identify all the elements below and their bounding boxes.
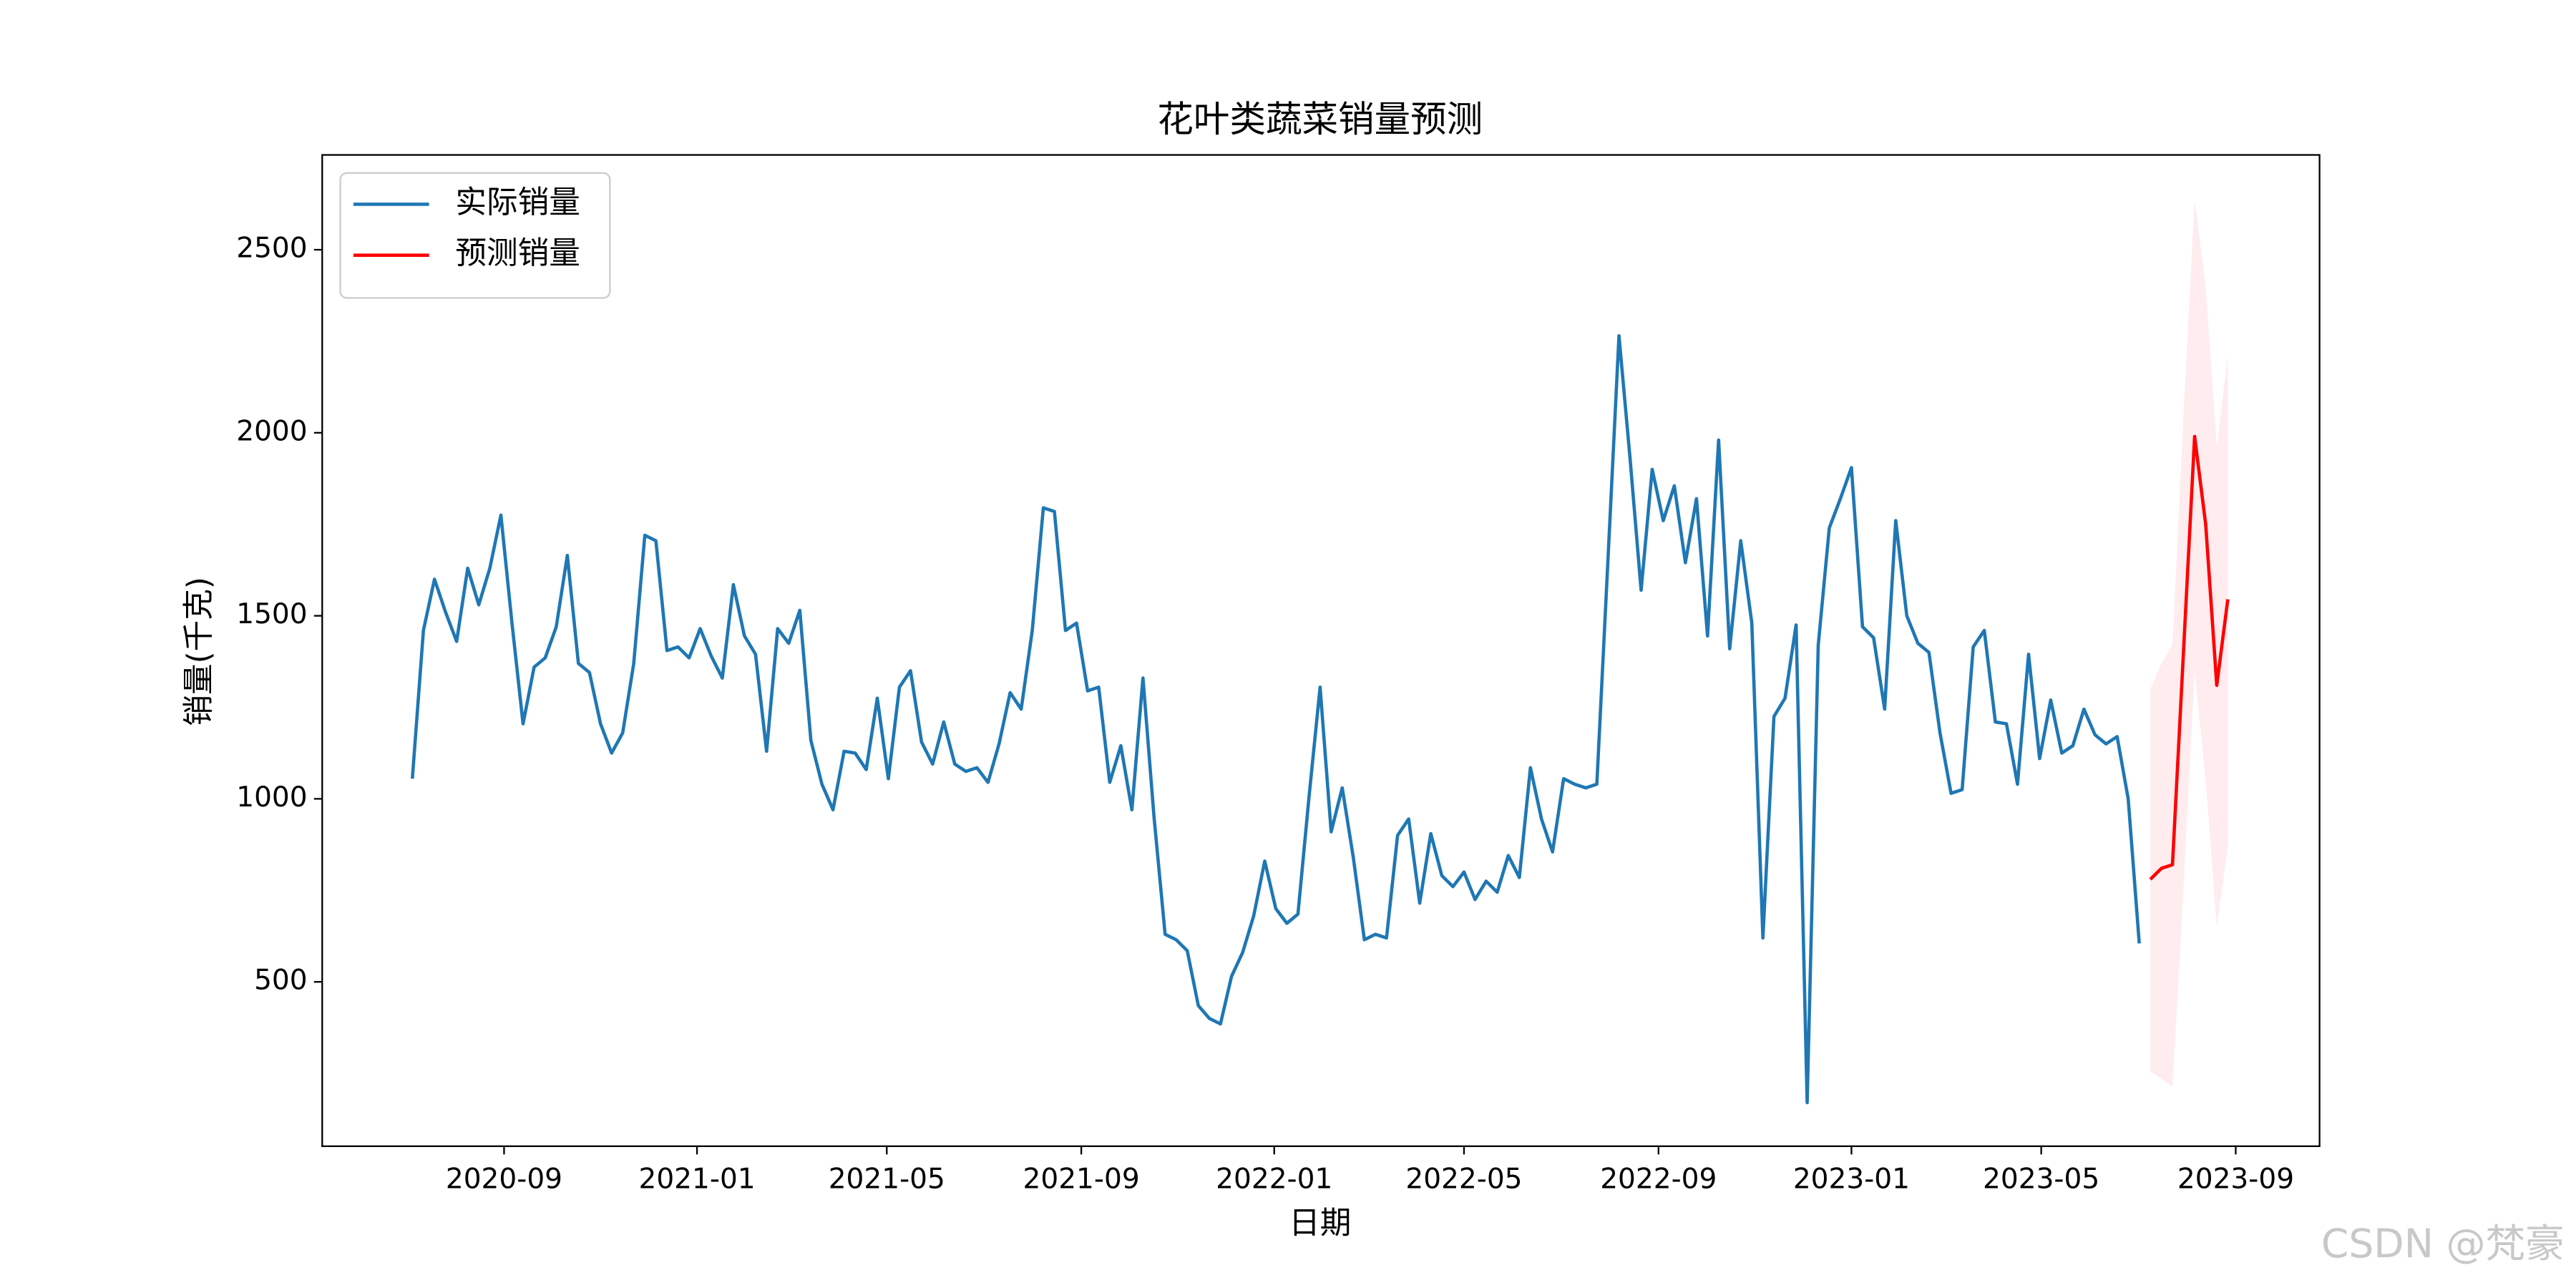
x-tick-label: 2021-05: [829, 1163, 945, 1196]
x-tick-label: 2020-09: [446, 1163, 562, 1196]
series-line: [410, 333, 2141, 1105]
y-tick-label: 1500: [236, 598, 307, 630]
y-tick-label: 1000: [236, 781, 307, 814]
x-tick-label: 2022-01: [1216, 1163, 1332, 1196]
x-tick-label: 2021-09: [1023, 1163, 1140, 1196]
chart-title: 花叶类蔬菜销量预测: [1157, 98, 1483, 140]
legend-label: 实际销量: [455, 184, 580, 220]
x-tick-label: 2023-09: [2177, 1163, 2294, 1196]
y-tick-label: 2000: [236, 415, 307, 447]
y-axis-label: 销量(千克): [180, 577, 217, 726]
x-tick-label: 2022-09: [1600, 1163, 1717, 1196]
x-tick-label: 2023-05: [1983, 1163, 2099, 1196]
plot-frame: [321, 154, 2321, 1147]
x-tick-label: 2022-05: [1405, 1163, 1522, 1196]
x-tick-label: 2023-01: [1793, 1163, 1910, 1196]
y-tick-label: 500: [254, 965, 308, 997]
x-tick-label: 2021-01: [638, 1163, 755, 1196]
legend-label: 预测销量: [455, 235, 580, 272]
watermark: CSDN @梵豪: [2321, 1221, 2565, 1267]
x-axis-label: 日期: [1289, 1205, 1351, 1241]
y-tick-label: 2500: [236, 233, 307, 265]
confidence-band: [2150, 200, 2228, 1086]
series-line: [2149, 434, 2230, 881]
